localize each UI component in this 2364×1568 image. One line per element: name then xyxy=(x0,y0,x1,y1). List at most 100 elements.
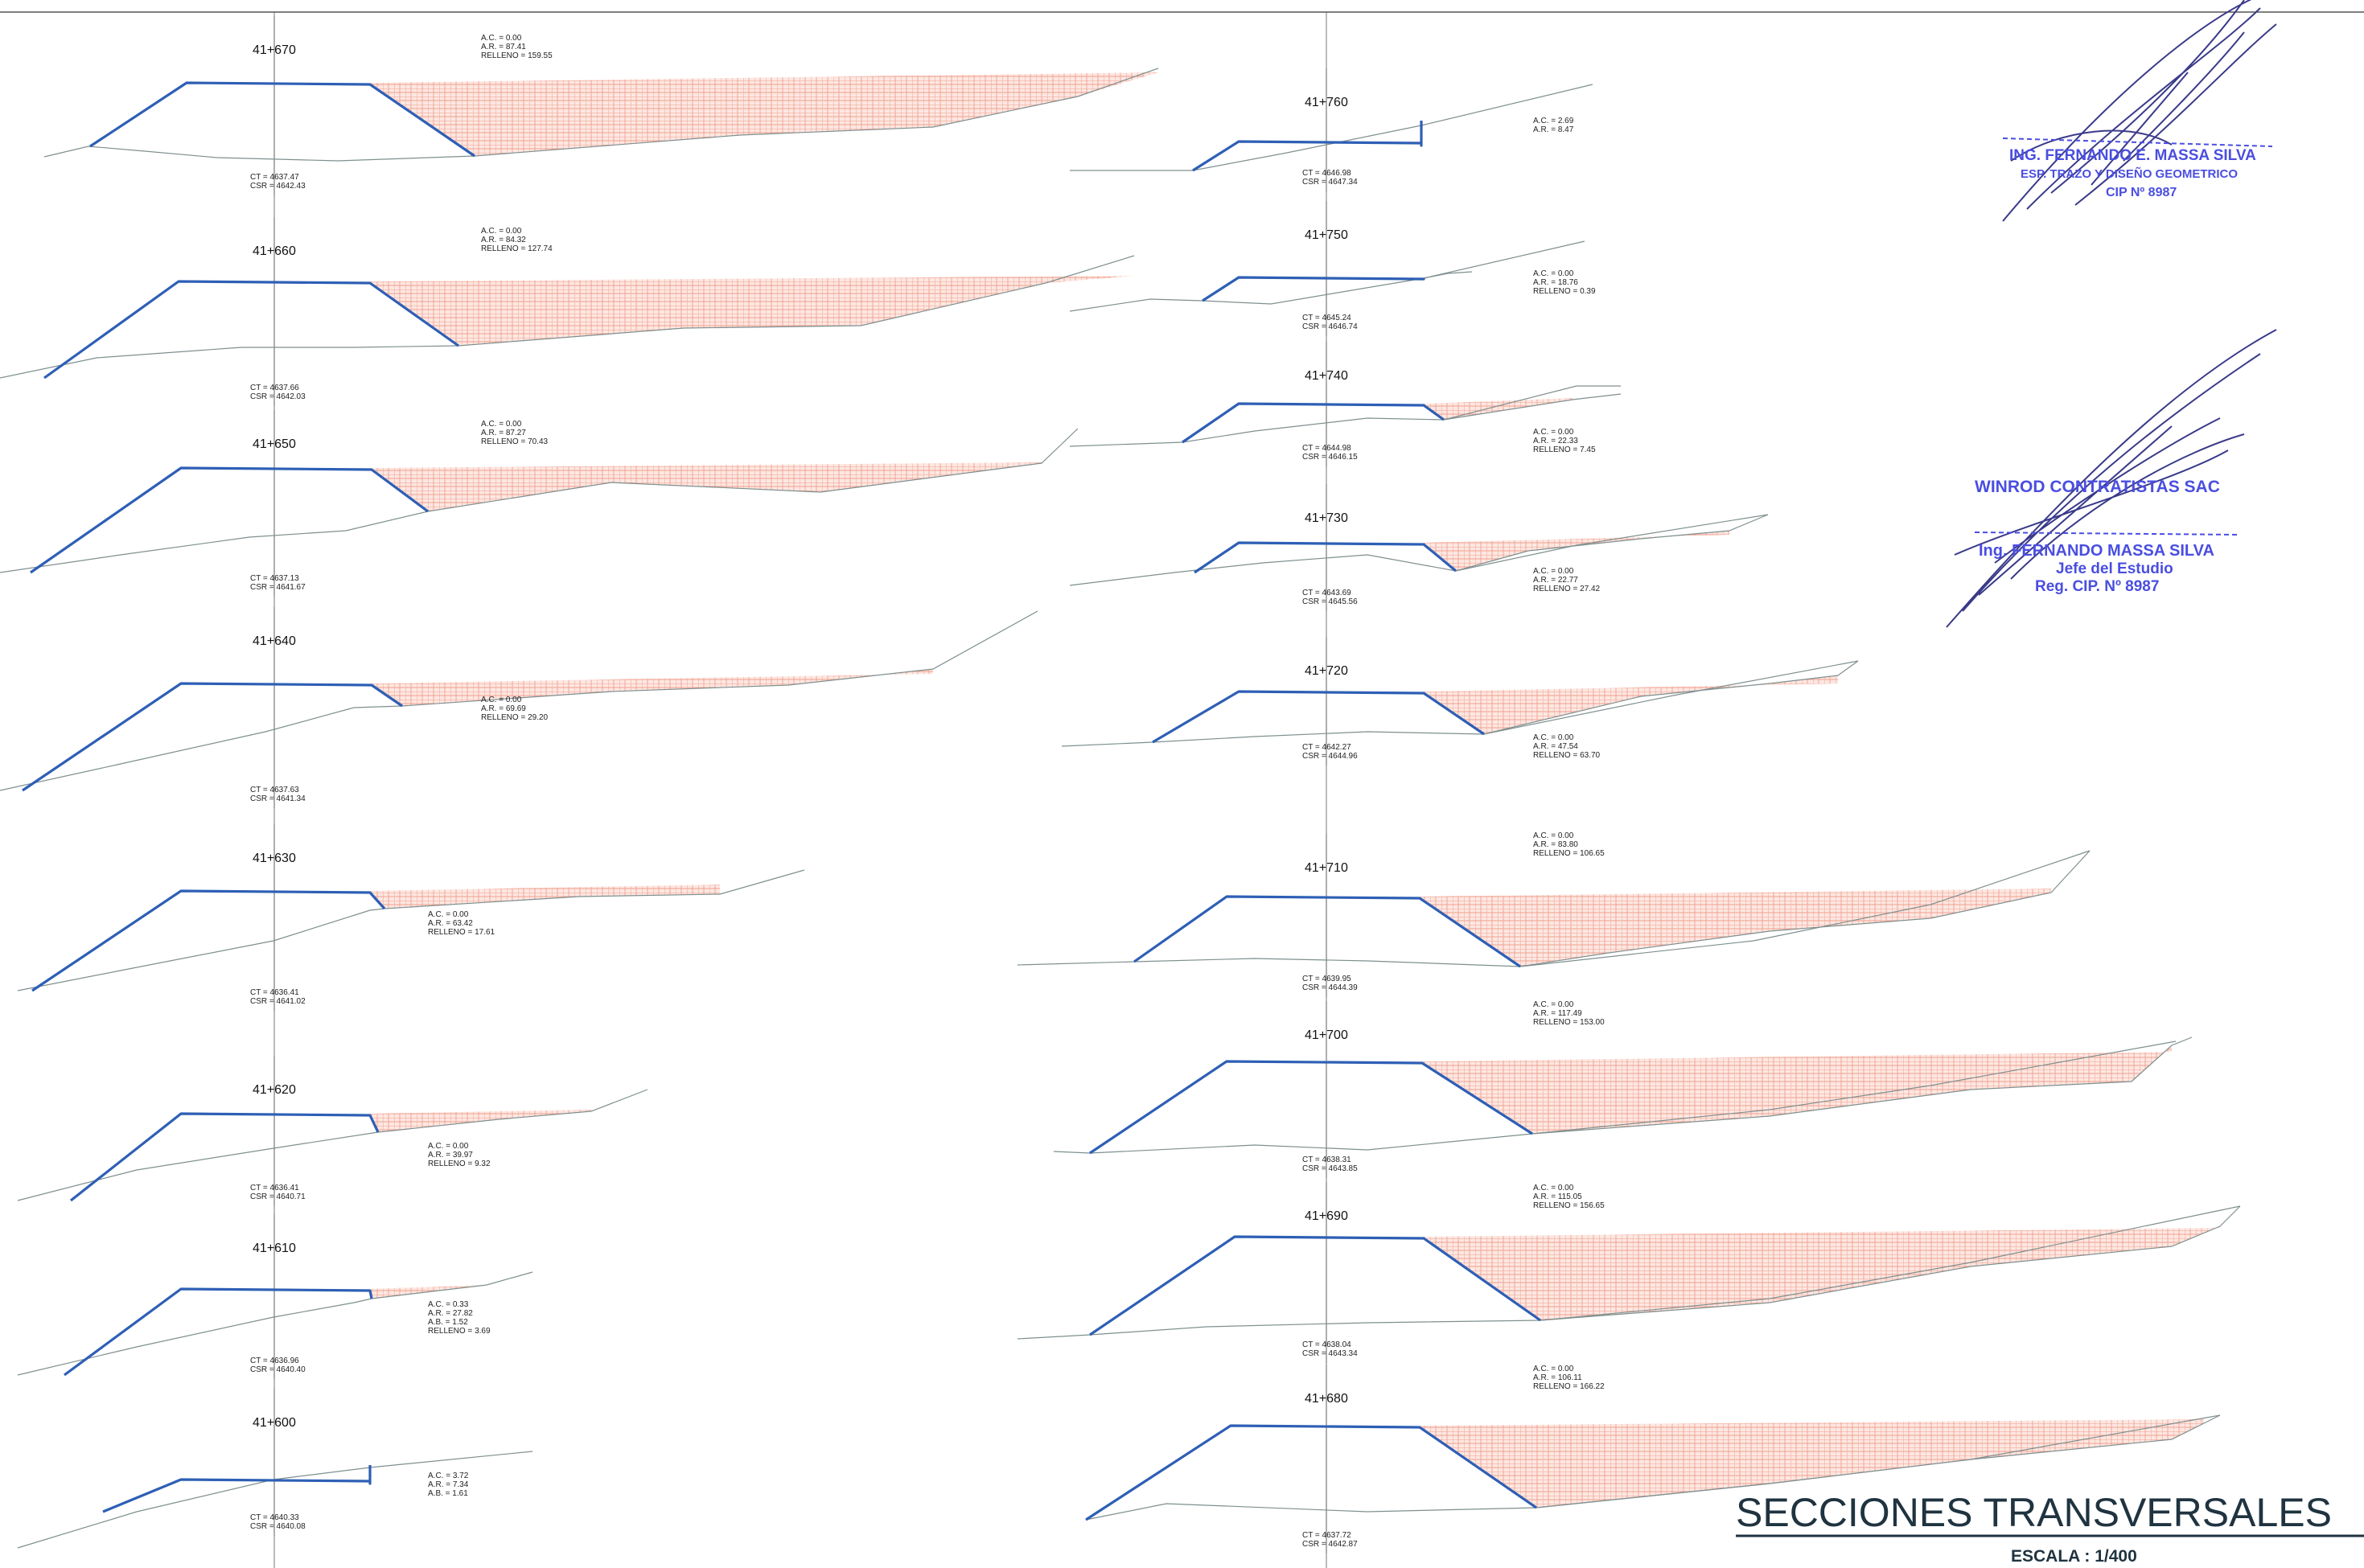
csr-value: CSR = 4643.85 xyxy=(1302,1164,1358,1173)
csr-value: CSR = 4646.74 xyxy=(1302,322,1358,331)
road-template xyxy=(89,81,475,158)
area-value: A.R. = 63.42 xyxy=(428,919,473,928)
area-value: A.C. = 0.00 xyxy=(428,1142,469,1151)
area-value: A.C. = 0.00 xyxy=(481,420,522,429)
road-template xyxy=(31,889,386,992)
csr-value: CSR = 4641.02 xyxy=(250,997,306,1006)
drawing-scale: ESCALA : 1/400 xyxy=(2011,1547,2137,1566)
ground-line xyxy=(1017,850,2091,967)
stamp2-name: Ing. FERNANDO MASSA SILVA xyxy=(1979,542,2214,560)
csr-value: CSR = 4641.34 xyxy=(250,794,306,803)
fill-area xyxy=(370,276,1134,346)
area-value: A.R. = 117.49 xyxy=(1533,1009,1582,1018)
ct-value: CT = 4640.33 xyxy=(250,1513,299,1522)
csr-value: CSR = 4640.71 xyxy=(250,1192,306,1201)
title-block: SECCIONES TRANSVERSALES ESCALA : 1/400 xyxy=(1736,1490,2364,1566)
area-value: A.C. = 0.00 xyxy=(1533,831,1574,840)
area-value: A.R. = 47.54 xyxy=(1533,742,1578,751)
fill-area xyxy=(1424,1226,2220,1320)
area-value: RELLENO = 70.43 xyxy=(481,437,549,446)
fill-area xyxy=(1422,1045,2172,1134)
csr-value: CSR = 4642.03 xyxy=(250,392,306,401)
road-template xyxy=(43,280,459,380)
csr-value: CSR = 4645.56 xyxy=(1302,597,1358,606)
csr-value: CSR = 4642.43 xyxy=(250,182,306,191)
csr-value: CSR = 4641.67 xyxy=(250,583,306,592)
road-template xyxy=(102,1465,372,1513)
area-value: RELLENO = 156.65 xyxy=(1533,1201,1605,1210)
road-template xyxy=(1194,541,1457,574)
ground-line xyxy=(1053,1041,2177,1154)
csr-value: CSR = 4642.87 xyxy=(1302,1540,1358,1549)
station-label: 41+640 xyxy=(253,634,296,648)
ground-line xyxy=(1017,1205,2241,1340)
ct-value: CT = 4637.47 xyxy=(250,173,299,182)
signature-scribble-2 xyxy=(1946,329,2277,628)
area-value: RELLENO = 27.42 xyxy=(1533,585,1601,593)
area-value: A.C. = 0.00 xyxy=(1533,567,1574,576)
ground-line-right xyxy=(427,428,1079,512)
ground-line xyxy=(17,1298,372,1376)
area-value: A.R. = 106.11 xyxy=(1533,1373,1582,1382)
area-value: RELLENO = 3.69 xyxy=(428,1327,491,1336)
area-value: RELLENO = 0.39 xyxy=(1533,287,1596,296)
fill-area xyxy=(1420,1419,2204,1508)
fill-area xyxy=(1424,531,1729,571)
area-value: RELLENO = 29.20 xyxy=(481,713,549,722)
ct-value: CT = 4637.66 xyxy=(250,384,299,392)
area-value: RELLENO = 106.65 xyxy=(1533,849,1605,858)
ground-line-right xyxy=(1540,1205,2241,1321)
station-label: 41+700 xyxy=(1305,1028,1348,1042)
ct-value: CT = 4637.72 xyxy=(1302,1531,1351,1540)
ground-line xyxy=(43,146,475,162)
area-value: A.C. = 2.69 xyxy=(1533,117,1574,125)
ct-value: CT = 4638.04 xyxy=(1302,1340,1351,1349)
road-template xyxy=(64,1287,373,1377)
fill-area xyxy=(1424,675,1838,734)
ct-value: CT = 4639.95 xyxy=(1302,975,1351,983)
ct-value: CT = 4642.27 xyxy=(1302,743,1351,752)
fill-area xyxy=(1424,398,1573,420)
ground-line xyxy=(1069,514,1769,586)
ct-value: CT = 4636.41 xyxy=(250,988,299,997)
station-label: 41+710 xyxy=(1305,861,1348,875)
road-template xyxy=(70,1112,380,1202)
area-value: A.C. = 0.00 xyxy=(481,696,522,704)
station-label: 41+720 xyxy=(1305,664,1348,678)
station-label: 41+670 xyxy=(253,43,296,57)
ground-line xyxy=(1070,84,1593,171)
fill-area xyxy=(1420,889,2051,967)
csr-value: CSR = 4647.34 xyxy=(1302,178,1358,187)
road-template xyxy=(22,682,403,792)
ct-value: CT = 4646.98 xyxy=(1302,169,1351,178)
stamp1-name: ING. FERNANDO E. MASSA SILVA xyxy=(2009,147,2256,164)
area-value: A.R. = 69.69 xyxy=(481,704,526,713)
station-label: 41+730 xyxy=(1305,511,1348,525)
road-template xyxy=(1089,1235,1541,1336)
area-value: A.C. = 0.00 xyxy=(1533,1184,1574,1192)
area-value: A.C. = 0.00 xyxy=(481,227,522,236)
ground-line-right xyxy=(458,255,1135,347)
road-template xyxy=(1192,121,1423,172)
stamp2-cip: Reg. CIP. Nº 8987 xyxy=(2035,578,2159,595)
station-label: 41+740 xyxy=(1305,369,1348,383)
area-value: A.B. = 1.52 xyxy=(428,1318,468,1327)
fill-area xyxy=(372,462,1042,511)
ct-value: CT = 4637.63 xyxy=(250,786,299,794)
area-value: A.R. = 22.33 xyxy=(1533,437,1578,445)
area-value: A.C. = 0.33 xyxy=(428,1300,469,1309)
area-value: A.R. = 39.97 xyxy=(428,1151,473,1160)
area-value: RELLENO = 153.00 xyxy=(1533,1018,1605,1027)
ct-value: CT = 4638.31 xyxy=(1302,1155,1351,1164)
area-value: RELLENO = 17.61 xyxy=(428,928,495,937)
